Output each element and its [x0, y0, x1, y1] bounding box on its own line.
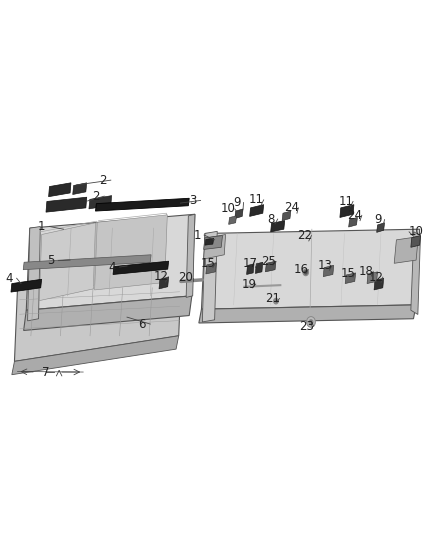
Text: 3: 3: [189, 194, 196, 207]
Polygon shape: [377, 223, 385, 232]
Polygon shape: [247, 264, 254, 274]
Text: 2: 2: [92, 190, 100, 203]
Circle shape: [274, 298, 278, 304]
Text: 7: 7: [42, 366, 50, 378]
Text: 24: 24: [347, 209, 362, 222]
Text: 18: 18: [359, 265, 374, 278]
Circle shape: [307, 317, 315, 327]
Polygon shape: [235, 209, 243, 219]
Text: 16: 16: [294, 263, 309, 276]
Polygon shape: [46, 197, 87, 212]
Text: 12: 12: [368, 271, 383, 284]
Polygon shape: [12, 336, 179, 375]
Text: 1: 1: [38, 220, 46, 233]
Polygon shape: [255, 262, 263, 273]
Text: 8: 8: [267, 213, 274, 225]
Polygon shape: [250, 205, 264, 216]
Polygon shape: [49, 183, 71, 197]
Text: 15: 15: [340, 267, 355, 280]
Polygon shape: [24, 296, 192, 330]
Polygon shape: [411, 232, 420, 314]
Text: 11: 11: [249, 193, 264, 206]
Text: 9: 9: [233, 196, 240, 209]
Text: 20: 20: [178, 271, 193, 284]
Text: 19: 19: [241, 278, 256, 290]
Polygon shape: [28, 227, 40, 321]
Text: 4: 4: [108, 261, 116, 273]
Text: 24: 24: [284, 201, 299, 214]
Polygon shape: [14, 262, 182, 361]
Polygon shape: [206, 263, 216, 274]
Polygon shape: [345, 273, 356, 284]
Polygon shape: [367, 272, 378, 284]
Polygon shape: [95, 215, 167, 290]
Polygon shape: [95, 198, 189, 211]
Text: 11: 11: [339, 195, 353, 208]
Text: 4: 4: [5, 272, 13, 285]
Polygon shape: [26, 214, 195, 310]
Polygon shape: [204, 236, 223, 249]
Polygon shape: [205, 238, 214, 245]
Circle shape: [309, 320, 313, 324]
Text: 9: 9: [374, 213, 381, 226]
Polygon shape: [411, 236, 420, 247]
Polygon shape: [11, 279, 42, 292]
Text: 21: 21: [265, 292, 280, 305]
Text: 17: 17: [243, 257, 258, 270]
Polygon shape: [265, 261, 276, 272]
Polygon shape: [89, 196, 112, 209]
Circle shape: [303, 269, 308, 276]
Polygon shape: [201, 229, 420, 309]
Text: 6: 6: [138, 318, 146, 330]
Polygon shape: [394, 237, 418, 263]
Polygon shape: [23, 255, 151, 270]
Text: 13: 13: [318, 259, 332, 272]
Polygon shape: [229, 216, 237, 224]
Polygon shape: [271, 221, 285, 232]
Polygon shape: [159, 277, 169, 289]
Text: 5: 5: [47, 254, 54, 267]
Text: 10: 10: [220, 203, 235, 215]
Polygon shape: [374, 278, 384, 290]
Polygon shape: [113, 261, 169, 274]
Polygon shape: [204, 235, 226, 259]
Text: 12: 12: [154, 270, 169, 283]
Polygon shape: [73, 183, 87, 195]
Polygon shape: [340, 205, 354, 217]
Text: 25: 25: [261, 255, 276, 268]
Text: 2: 2: [99, 174, 107, 187]
Circle shape: [304, 271, 307, 274]
Text: 23: 23: [299, 320, 314, 333]
Polygon shape: [349, 217, 357, 227]
Polygon shape: [199, 305, 416, 323]
Polygon shape: [323, 265, 334, 277]
Polygon shape: [39, 223, 95, 301]
Polygon shape: [186, 214, 195, 297]
Text: 15: 15: [201, 257, 216, 270]
Text: 10: 10: [409, 225, 424, 238]
Polygon shape: [202, 231, 217, 322]
Polygon shape: [282, 211, 291, 221]
Text: 22: 22: [297, 229, 312, 242]
Text: 1: 1: [193, 229, 201, 241]
